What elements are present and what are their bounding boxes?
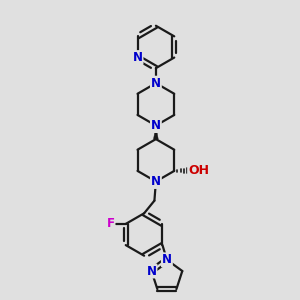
Polygon shape [154, 126, 158, 139]
Text: N: N [151, 175, 161, 188]
Text: OH: OH [188, 164, 209, 177]
Text: N: N [151, 77, 161, 90]
Text: N: N [162, 253, 172, 266]
Text: N: N [146, 265, 157, 278]
Text: F: F [106, 218, 114, 230]
Text: N: N [133, 51, 142, 64]
Text: N: N [151, 119, 161, 132]
